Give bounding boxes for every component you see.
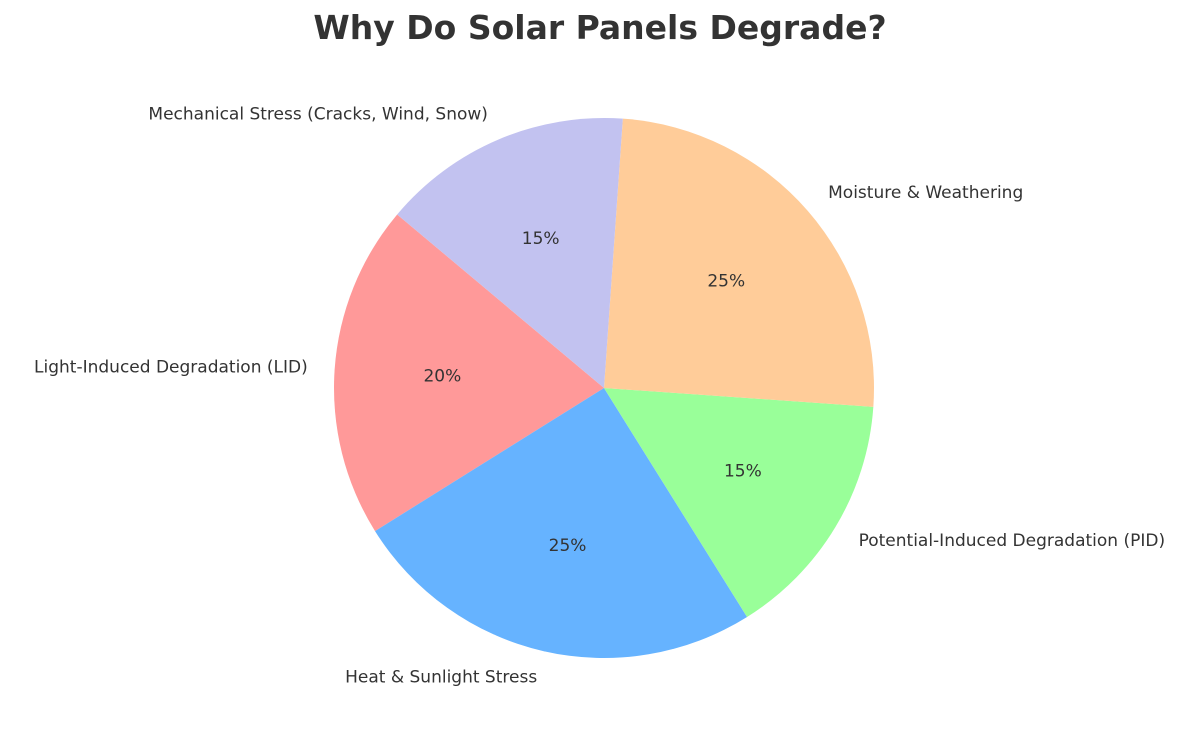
slice-percent-label: 25% [549,536,587,556]
pie-slice [604,388,874,617]
pie-slice [375,388,748,658]
slice-label: Mechanical Stress (Cracks, Wind, Snow) [148,105,488,125]
pie-slice [604,118,874,407]
slice-label: Light-Induced Degradation (LID) [34,357,308,377]
slice-label: Potential-Induced Degradation (PID) [859,531,1166,551]
chart-title: Why Do Solar Panels Degrade? [313,8,887,47]
pie-slice [397,118,623,388]
slice-percent-label: 25% [707,272,745,292]
pie-slice [334,214,604,532]
slice-percent-label: 15% [522,229,560,249]
slice-label: Moisture & Weathering [828,183,1023,203]
slice-percent-label: 15% [724,461,762,481]
slice-percent-label: 20% [423,367,461,387]
slice-label: Heat & Sunlight Stress [345,667,537,687]
